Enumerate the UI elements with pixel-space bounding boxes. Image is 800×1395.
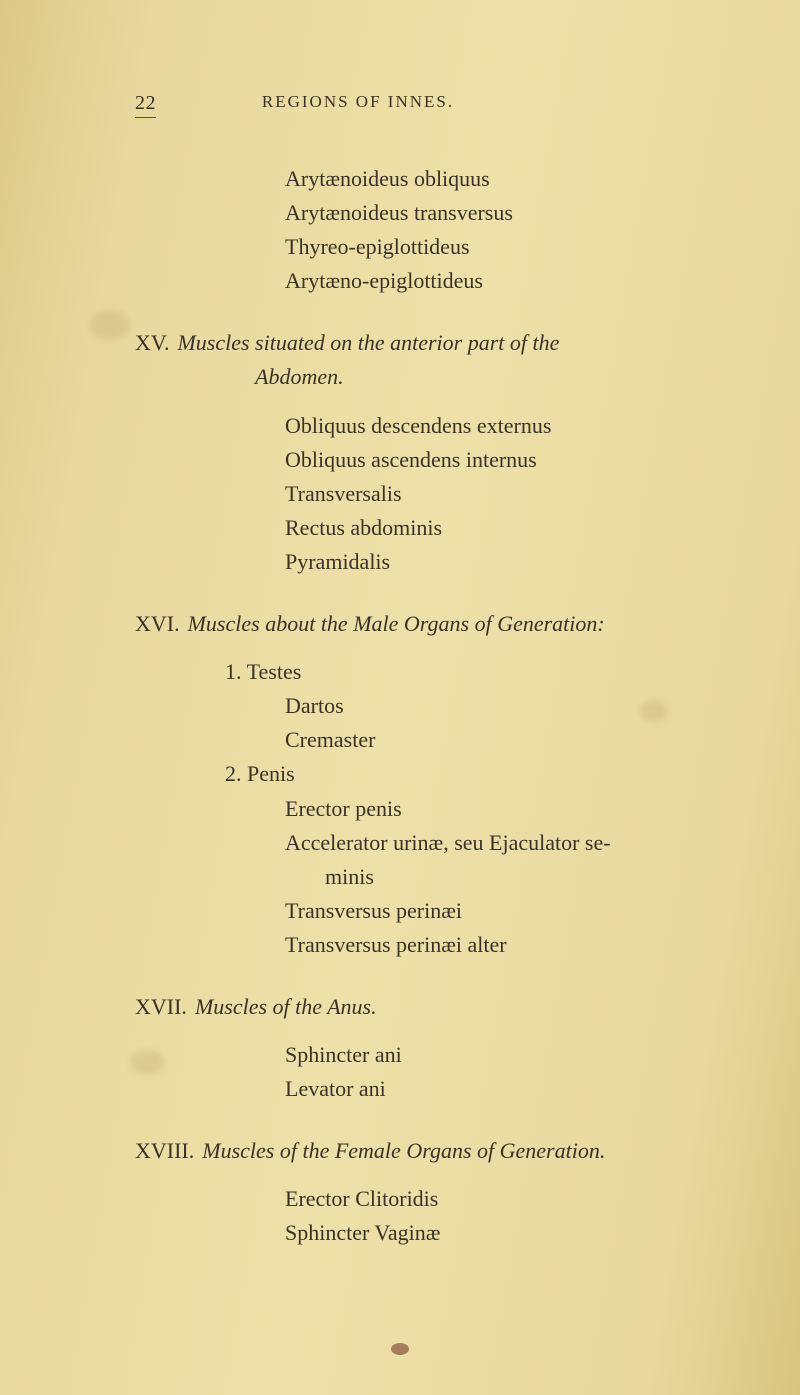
line: Accelerator urinæ, seu Ejaculator se- [285,826,700,860]
line: Sphincter Vaginæ [285,1216,700,1250]
section-title-line: Muscles situated on the anterior part of… [177,326,559,360]
line: Sphincter ani [285,1038,700,1072]
line: Transversalis [285,477,700,511]
item-list: Dartos Cremaster [135,689,700,757]
line: Dartos [285,689,700,723]
group-1: 1. Testes Dartos Cremaster [135,655,700,757]
section-title: Muscles about the Male Organs of Generat… [188,607,605,641]
line: Obliquus ascendens internus [285,443,700,477]
line: Rectus abdominis [285,511,700,545]
section-xv: XV. Muscles situated on the anterior par… [135,326,700,579]
line: Arytænoideus transversus [285,196,700,230]
block-a: Arytænoideus obliquus Arytænoideus trans… [135,162,700,298]
running-header: 22 REGIONS OF INNES. [135,92,700,118]
numbered-line: 1. Testes [135,655,700,689]
item-list: Obliquus descendens externus Obliquus as… [135,409,700,579]
line: Arytænoideus obliquus [285,162,700,196]
section-head: XVII. Muscles of the Anus. [135,990,700,1024]
line: Erector penis [285,792,700,826]
line: Arytæno-epiglottideus [285,264,700,298]
line: Erector Clitoridis [285,1182,700,1216]
section-head: XV. Muscles situated on the anterior par… [135,326,700,360]
line: Levator ani [285,1072,700,1106]
section-title: Muscles of the Anus. [195,990,377,1024]
line: Obliquus descendens externus [285,409,700,443]
item-list: Erector Clitoridis Sphincter Vaginæ [135,1182,700,1250]
section-xvii: XVII. Muscles of the Anus. Sphincter ani… [135,990,700,1106]
section-head: XVI. Muscles about the Male Organs of Ge… [135,607,700,641]
section-xviii: XVIII. Muscles of the Female Organs of G… [135,1134,700,1250]
section-xvi: XVI. Muscles about the Male Organs of Ge… [135,607,700,962]
section-title-line: Abdomen. [135,360,700,394]
line: Pyramidalis [285,545,700,579]
ink-blot [391,1343,409,1355]
roman-numeral: XV. [135,326,169,360]
group-2: 2. Penis Erector penis Accelerator urinæ… [135,757,700,962]
roman-numeral: XVI. [135,607,180,641]
page-container: 22 REGIONS OF INNES. Arytænoideus obliqu… [0,0,800,1395]
header-spacer [680,92,700,118]
numbered-line: 2. Penis [135,757,700,791]
header-text: REGIONS OF INNES. [262,92,454,118]
item-list: Sphincter ani Levator ani [135,1038,700,1106]
line: Transversus perinæi alter [285,928,700,962]
line-continuation: minis [285,860,700,894]
roman-numeral: XVIII. [135,1134,194,1168]
section-head: XVIII. Muscles of the Female Organs of G… [135,1134,700,1168]
item-list: Erector penis Accelerator urinæ, seu Eja… [135,792,700,962]
line: Cremaster [285,723,700,757]
line: Transversus perinæi [285,894,700,928]
page-number: 22 [135,92,156,118]
line: Thyreo-epiglottideus [285,230,700,264]
roman-numeral: XVII. [135,990,187,1024]
section-title: Muscles of the Female Organs of Generati… [202,1134,605,1168]
